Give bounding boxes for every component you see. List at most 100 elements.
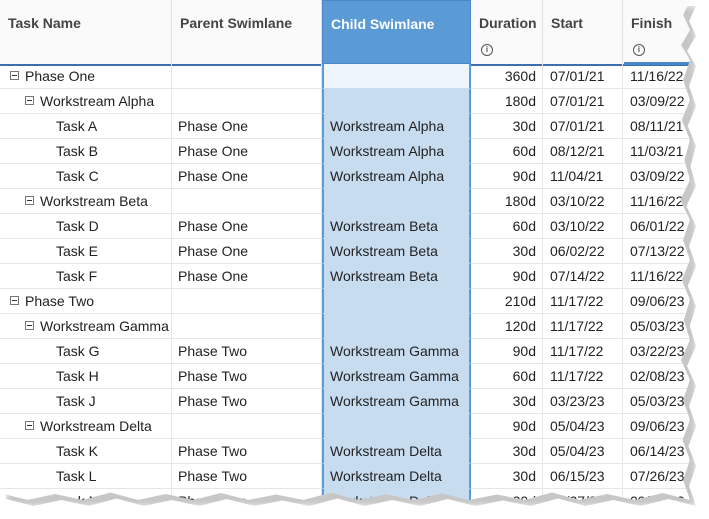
finish-cell[interactable]: 09/06/23 <box>623 414 690 439</box>
child-swimlane-cell[interactable] <box>322 64 471 89</box>
duration-cell[interactable]: 60d <box>471 139 543 164</box>
collapse-toggle-icon[interactable] <box>25 421 34 430</box>
child-swimlane-cell[interactable]: Workstream Delta <box>322 464 471 489</box>
start-cell[interactable]: 06/15/23 <box>543 464 623 489</box>
start-cell[interactable]: 03/23/23 <box>543 389 623 414</box>
table-row[interactable]: Task E Phase One Workstream Beta 30d 06/02/2… <box>0 239 690 264</box>
task-name-cell[interactable]: Task M <box>0 489 172 500</box>
table-row[interactable]: Task J Phase Two Workstream Gamma 30d 03/23/… <box>0 389 690 414</box>
finish-cell[interactable]: 05/03/23 <box>623 389 690 414</box>
child-swimlane-cell[interactable]: Workstream Beta <box>322 264 471 289</box>
child-swimlane-cell[interactable]: Workstream Alpha <box>322 164 471 189</box>
table-row[interactable]: Task A Phase One Workstream Alpha 30d 07/01/… <box>0 114 690 139</box>
table-row[interactable]: Task G Phase Two Workstream Gamma 90d 11/17/… <box>0 339 690 364</box>
finish-cell[interactable]: 06/14/23 <box>623 439 690 464</box>
task-name-cell[interactable]: Phase One <box>0 64 172 89</box>
finish-cell[interactable]: 03/09/22 <box>623 89 690 114</box>
start-cell[interactable]: 03/10/22 <box>543 214 623 239</box>
duration-cell[interactable]: 30d <box>471 489 543 500</box>
child-swimlane-cell[interactable] <box>322 89 471 114</box>
finish-cell[interactable]: 11/16/22 <box>623 264 690 289</box>
duration-cell[interactable]: 180d <box>471 189 543 214</box>
column-header-child-swimlane[interactable]: Child Swimlane <box>322 0 471 64</box>
parent-swimlane-cell[interactable] <box>172 314 322 339</box>
start-cell[interactable]: 11/17/22 <box>543 364 623 389</box>
duration-cell[interactable]: 30d <box>471 239 543 264</box>
table-row[interactable]: Task K Phase Two Workstream Delta 30d 05/04/… <box>0 439 690 464</box>
start-cell[interactable]: 08/12/21 <box>543 139 623 164</box>
task-name-cell[interactable]: Task L <box>0 464 172 489</box>
column-header-task-name[interactable]: Task Name <box>0 0 172 64</box>
child-swimlane-cell[interactable]: Workstream Alpha <box>322 139 471 164</box>
table-row[interactable]: Task B Phase One Workstream Alpha 60d 08/12/… <box>0 139 690 164</box>
table-row[interactable]: Task H Phase Two Workstream Gamma 60d 11/17/… <box>0 364 690 389</box>
table-row[interactable]: Task C Phase One Workstream Alpha 90d 11/04/… <box>0 164 690 189</box>
parent-swimlane-cell[interactable]: Phase Two <box>172 389 322 414</box>
parent-swimlane-cell[interactable]: Phase Two <box>172 464 322 489</box>
parent-swimlane-cell[interactable]: Phase One <box>172 139 322 164</box>
info-icon[interactable]: i <box>633 44 645 56</box>
duration-cell[interactable]: 90d <box>471 264 543 289</box>
column-header-finish[interactable]: Finish i <box>623 0 690 64</box>
table-row[interactable]: Phase Two 210d 11/17/22 09/06/23 <box>0 289 690 314</box>
start-cell[interactable]: 03/10/22 <box>543 189 623 214</box>
table-row[interactable]: Phase One 360d 07/01/21 11/16/22 <box>0 64 690 89</box>
parent-swimlane-cell[interactable]: Phase Two <box>172 439 322 464</box>
duration-cell[interactable]: 30d <box>471 439 543 464</box>
finish-cell[interactable]: 02/08/23 <box>623 364 690 389</box>
table-row[interactable]: Workstream Delta 90d 05/04/23 09/06/23 <box>0 414 690 439</box>
finish-cell[interactable]: 05/03/23 <box>623 314 690 339</box>
parent-swimlane-cell[interactable]: Phase One <box>172 164 322 189</box>
duration-cell[interactable]: 60d <box>471 214 543 239</box>
start-cell[interactable]: 05/04/23 <box>543 414 623 439</box>
parent-swimlane-cell[interactable] <box>172 289 322 314</box>
finish-cell[interactable]: 11/16/22 <box>623 64 690 89</box>
parent-swimlane-cell[interactable] <box>172 89 322 114</box>
duration-cell[interactable]: 90d <box>471 339 543 364</box>
task-name-cell[interactable]: Task D <box>0 214 172 239</box>
finish-cell[interactable]: 07/13/22 <box>623 239 690 264</box>
collapse-toggle-icon[interactable] <box>25 321 34 330</box>
start-cell[interactable]: 11/17/22 <box>543 289 623 314</box>
finish-cell[interactable]: 11/16/22 <box>623 189 690 214</box>
finish-cell[interactable]: 08/11/21 <box>623 114 690 139</box>
child-swimlane-cell[interactable] <box>322 314 471 339</box>
finish-cell[interactable]: 09/06/23 <box>623 289 690 314</box>
task-name-cell[interactable]: Workstream Delta <box>0 414 172 439</box>
start-cell[interactable]: 11/04/21 <box>543 164 623 189</box>
parent-swimlane-cell[interactable]: Phase One <box>172 114 322 139</box>
task-name-cell[interactable]: Task A <box>0 114 172 139</box>
child-swimlane-cell[interactable]: Workstream Gamma <box>322 364 471 389</box>
task-name-cell[interactable]: Workstream Beta <box>0 189 172 214</box>
table-row[interactable]: Task D Phase One Workstream Beta 60d 03/10/2… <box>0 214 690 239</box>
duration-cell[interactable]: 30d <box>471 114 543 139</box>
task-name-cell[interactable]: Phase Two <box>0 289 172 314</box>
task-name-cell[interactable]: Task B <box>0 139 172 164</box>
task-name-cell[interactable]: Workstream Gamma <box>0 314 172 339</box>
finish-cell[interactable]: 07/26/23 <box>623 464 690 489</box>
duration-cell[interactable]: 180d <box>471 89 543 114</box>
duration-cell[interactable]: 360d <box>471 64 543 89</box>
column-header-start[interactable]: Start <box>543 0 623 64</box>
duration-cell[interactable]: 90d <box>471 414 543 439</box>
child-swimlane-cell[interactable]: Workstream Gamma <box>322 339 471 364</box>
parent-swimlane-cell[interactable] <box>172 189 322 214</box>
parent-swimlane-cell[interactable]: Phase Two <box>172 489 322 500</box>
table-row[interactable]: Workstream Alpha 180d 07/01/21 03/09/22 <box>0 89 690 114</box>
task-name-cell[interactable]: Task G <box>0 339 172 364</box>
child-swimlane-cell[interactable]: Workstream Alpha <box>322 114 471 139</box>
parent-swimlane-cell[interactable]: Phase Two <box>172 364 322 389</box>
finish-cell[interactable]: 11/03/21 <box>623 139 690 164</box>
parent-swimlane-cell[interactable]: Phase One <box>172 214 322 239</box>
table-row[interactable]: Task F Phase One Workstream Beta 90d 07/14/2… <box>0 264 690 289</box>
collapse-toggle-icon[interactable] <box>25 96 34 105</box>
duration-cell[interactable]: 120d <box>471 314 543 339</box>
parent-swimlane-cell[interactable] <box>172 64 322 89</box>
task-name-cell[interactable]: Task H <box>0 364 172 389</box>
start-cell[interactable]: 07/01/21 <box>543 64 623 89</box>
duration-cell[interactable]: 30d <box>471 389 543 414</box>
child-swimlane-cell[interactable] <box>322 289 471 314</box>
child-swimlane-cell[interactable]: Workstream Beta <box>322 239 471 264</box>
parent-swimlane-cell[interactable]: Phase Two <box>172 339 322 364</box>
table-row[interactable]: Task L Phase Two Workstream Delta 30d 06/15/… <box>0 464 690 489</box>
